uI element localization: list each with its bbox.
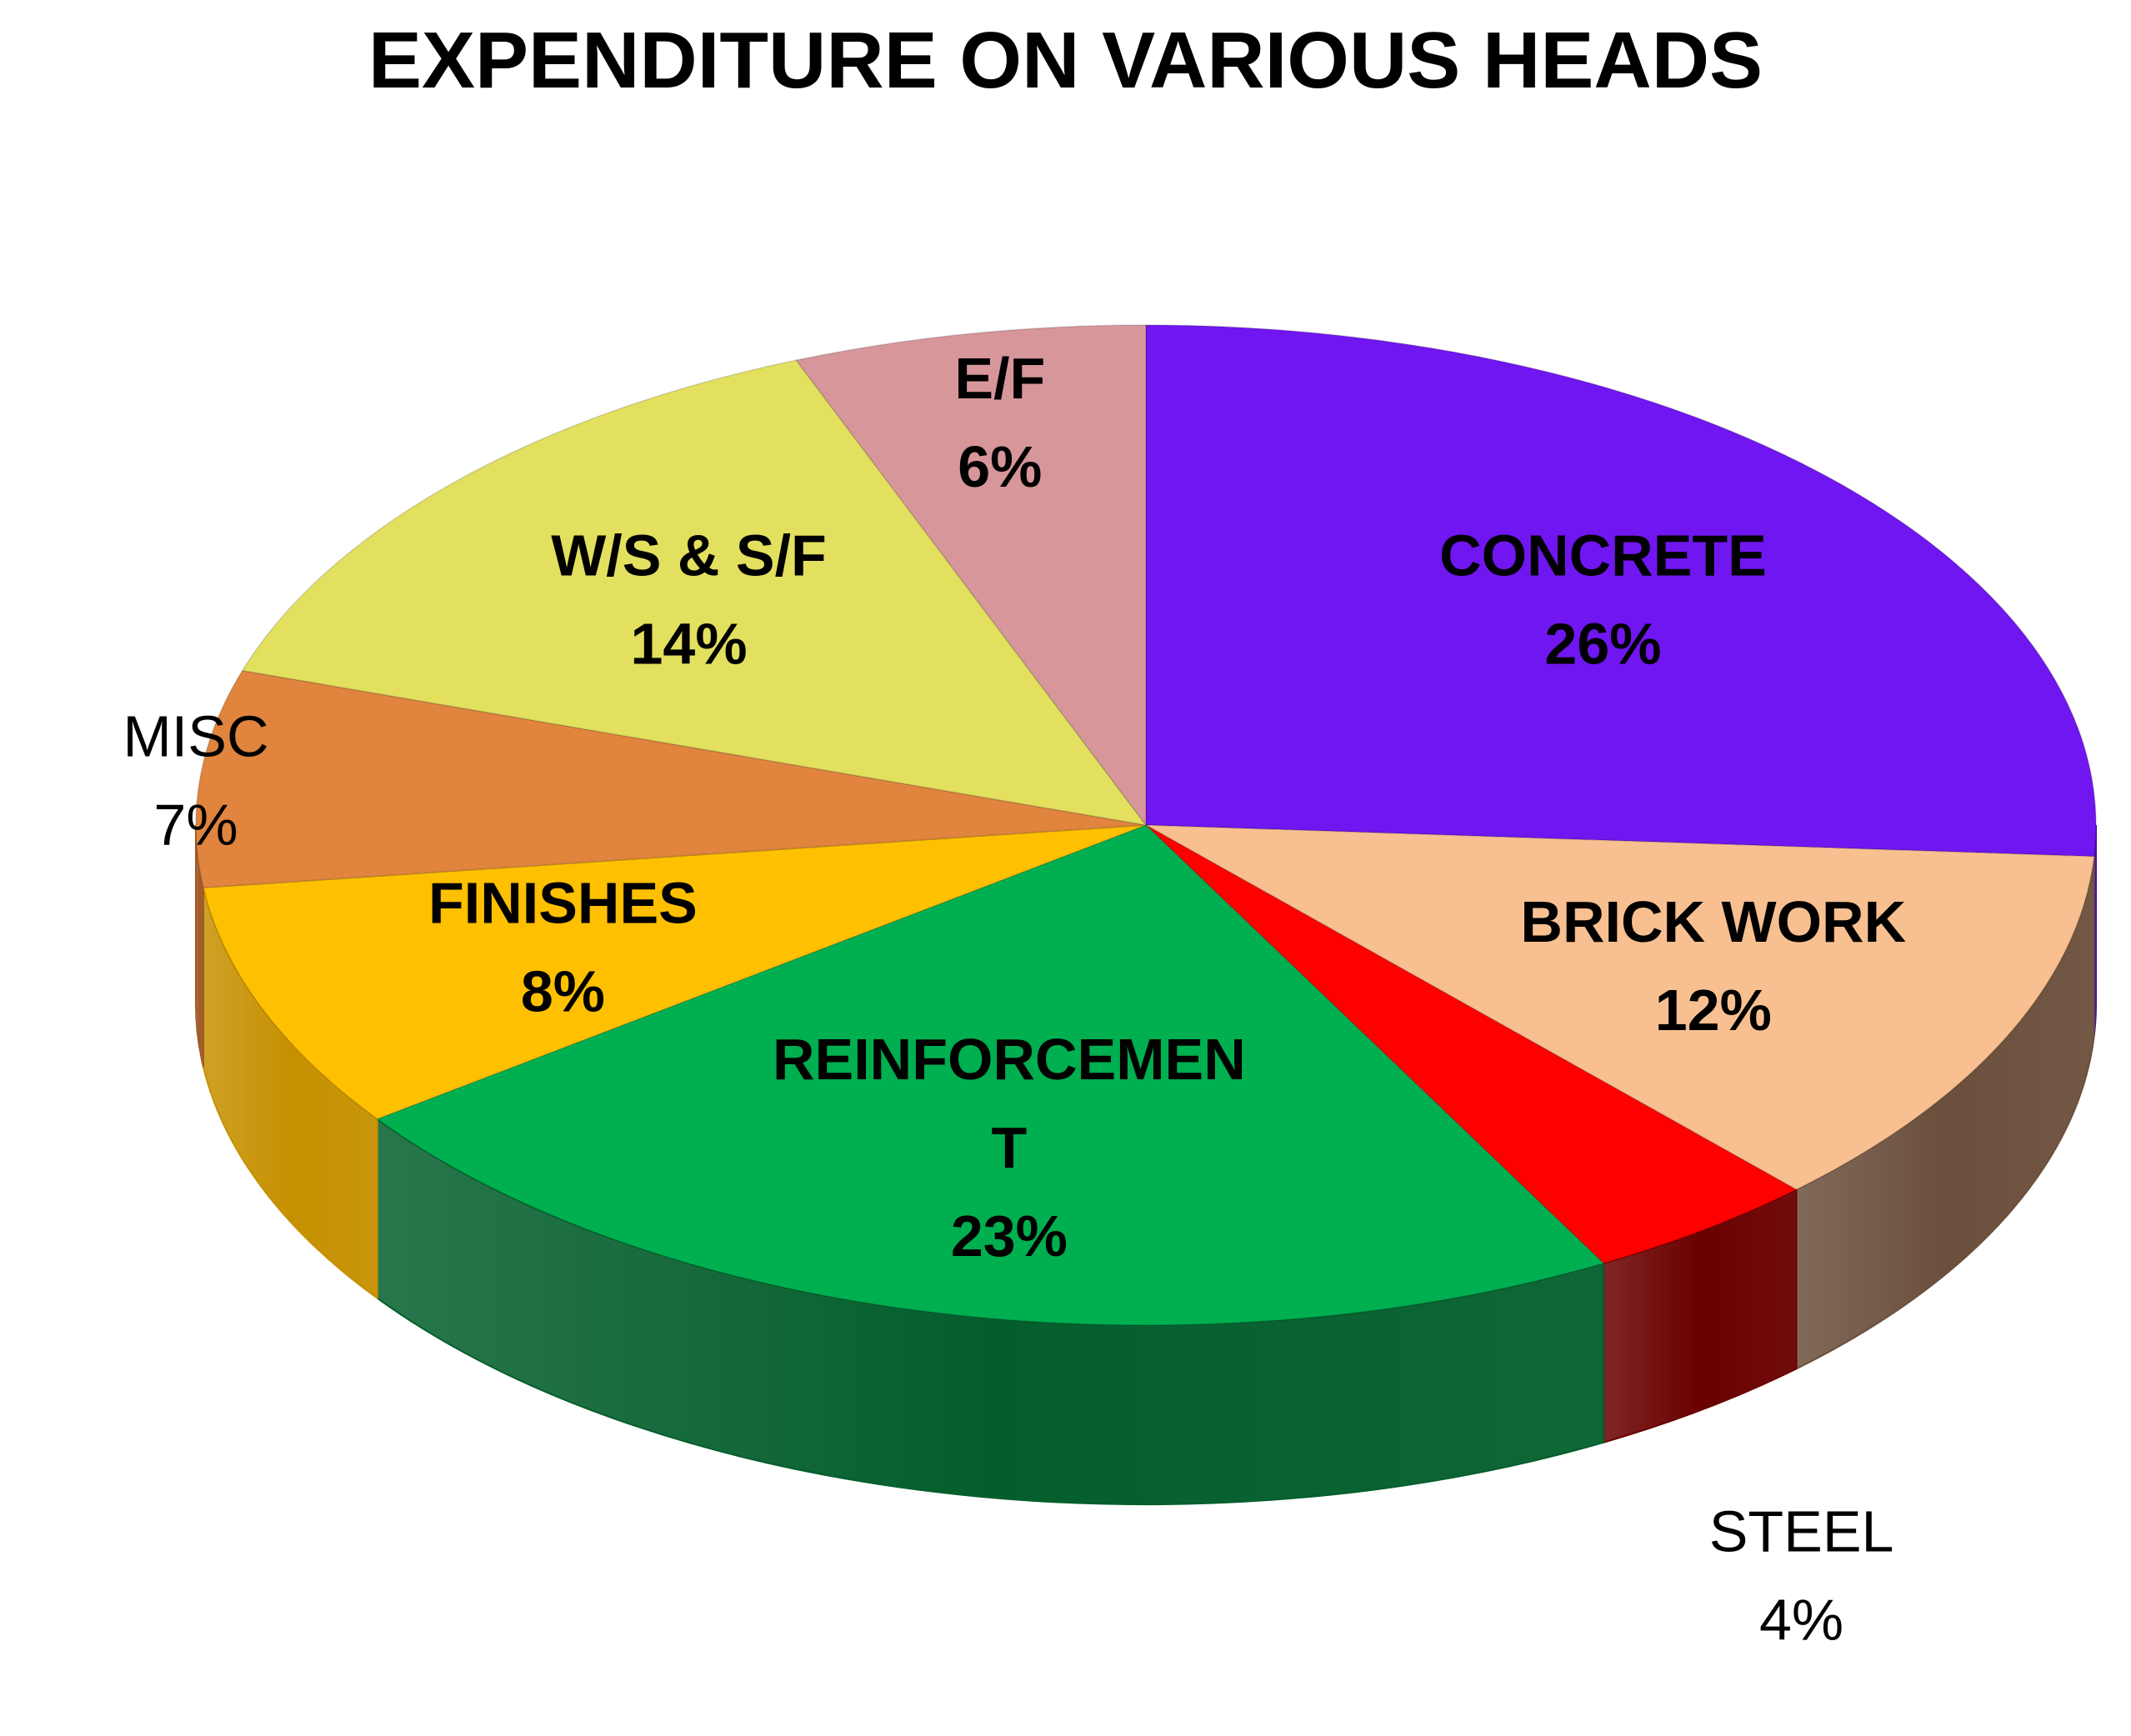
data-label-pct-reinforcement: 23% bbox=[951, 1203, 1068, 1268]
data-label-pct-steel: 4% bbox=[1759, 1588, 1843, 1653]
slice-steel bbox=[1145, 824, 1798, 1264]
slice-w-s-s-f bbox=[241, 359, 1148, 827]
data-label-name-misc: MISC bbox=[123, 704, 269, 769]
pie-top-faces bbox=[195, 324, 2097, 1326]
slice-e-f bbox=[795, 324, 1147, 828]
slice-finishes bbox=[203, 824, 1147, 1120]
slice-misc bbox=[195, 669, 1147, 888]
chart-title: EXPENDITURE ON VARIOUS HEADS bbox=[368, 16, 1763, 105]
data-label-pct-finishes: 8% bbox=[521, 958, 605, 1023]
pie-side-walls bbox=[195, 824, 2097, 1505]
data-label-pct-w-s-s-f: 14% bbox=[630, 611, 747, 676]
data-label-name-steel: STEEL bbox=[1709, 1499, 1894, 1564]
slice-concrete bbox=[1145, 324, 2097, 858]
data-label-pct-e-f: 6% bbox=[958, 434, 1042, 499]
data-label-name-e-f: E/F bbox=[954, 346, 1045, 411]
data-label-name-reinforcement: T bbox=[991, 1115, 1027, 1180]
pie-labels: CONCRETE 26% BRICK WORK 12% STEEL 4% REINFORCE… bbox=[123, 346, 1907, 1652]
slice-brick-work bbox=[1145, 824, 2095, 1191]
data-label-pct-brick-work: 12% bbox=[1655, 978, 1772, 1043]
data-label-name-reinforcement: REINFORCEMEN bbox=[773, 1027, 1246, 1092]
data-label-name-concrete: CONCRETE bbox=[1439, 523, 1767, 588]
data-label-name-w-s-s-f: W/S & S/F bbox=[551, 523, 827, 588]
data-label-name-finishes: FINISHES bbox=[428, 870, 698, 935]
data-label-pct-concrete: 26% bbox=[1544, 611, 1661, 676]
slice-reinforcement bbox=[376, 824, 1605, 1326]
data-label-name-brick-work: BRICK WORK bbox=[1520, 889, 1906, 954]
data-label-pct-misc: 7% bbox=[153, 793, 238, 858]
